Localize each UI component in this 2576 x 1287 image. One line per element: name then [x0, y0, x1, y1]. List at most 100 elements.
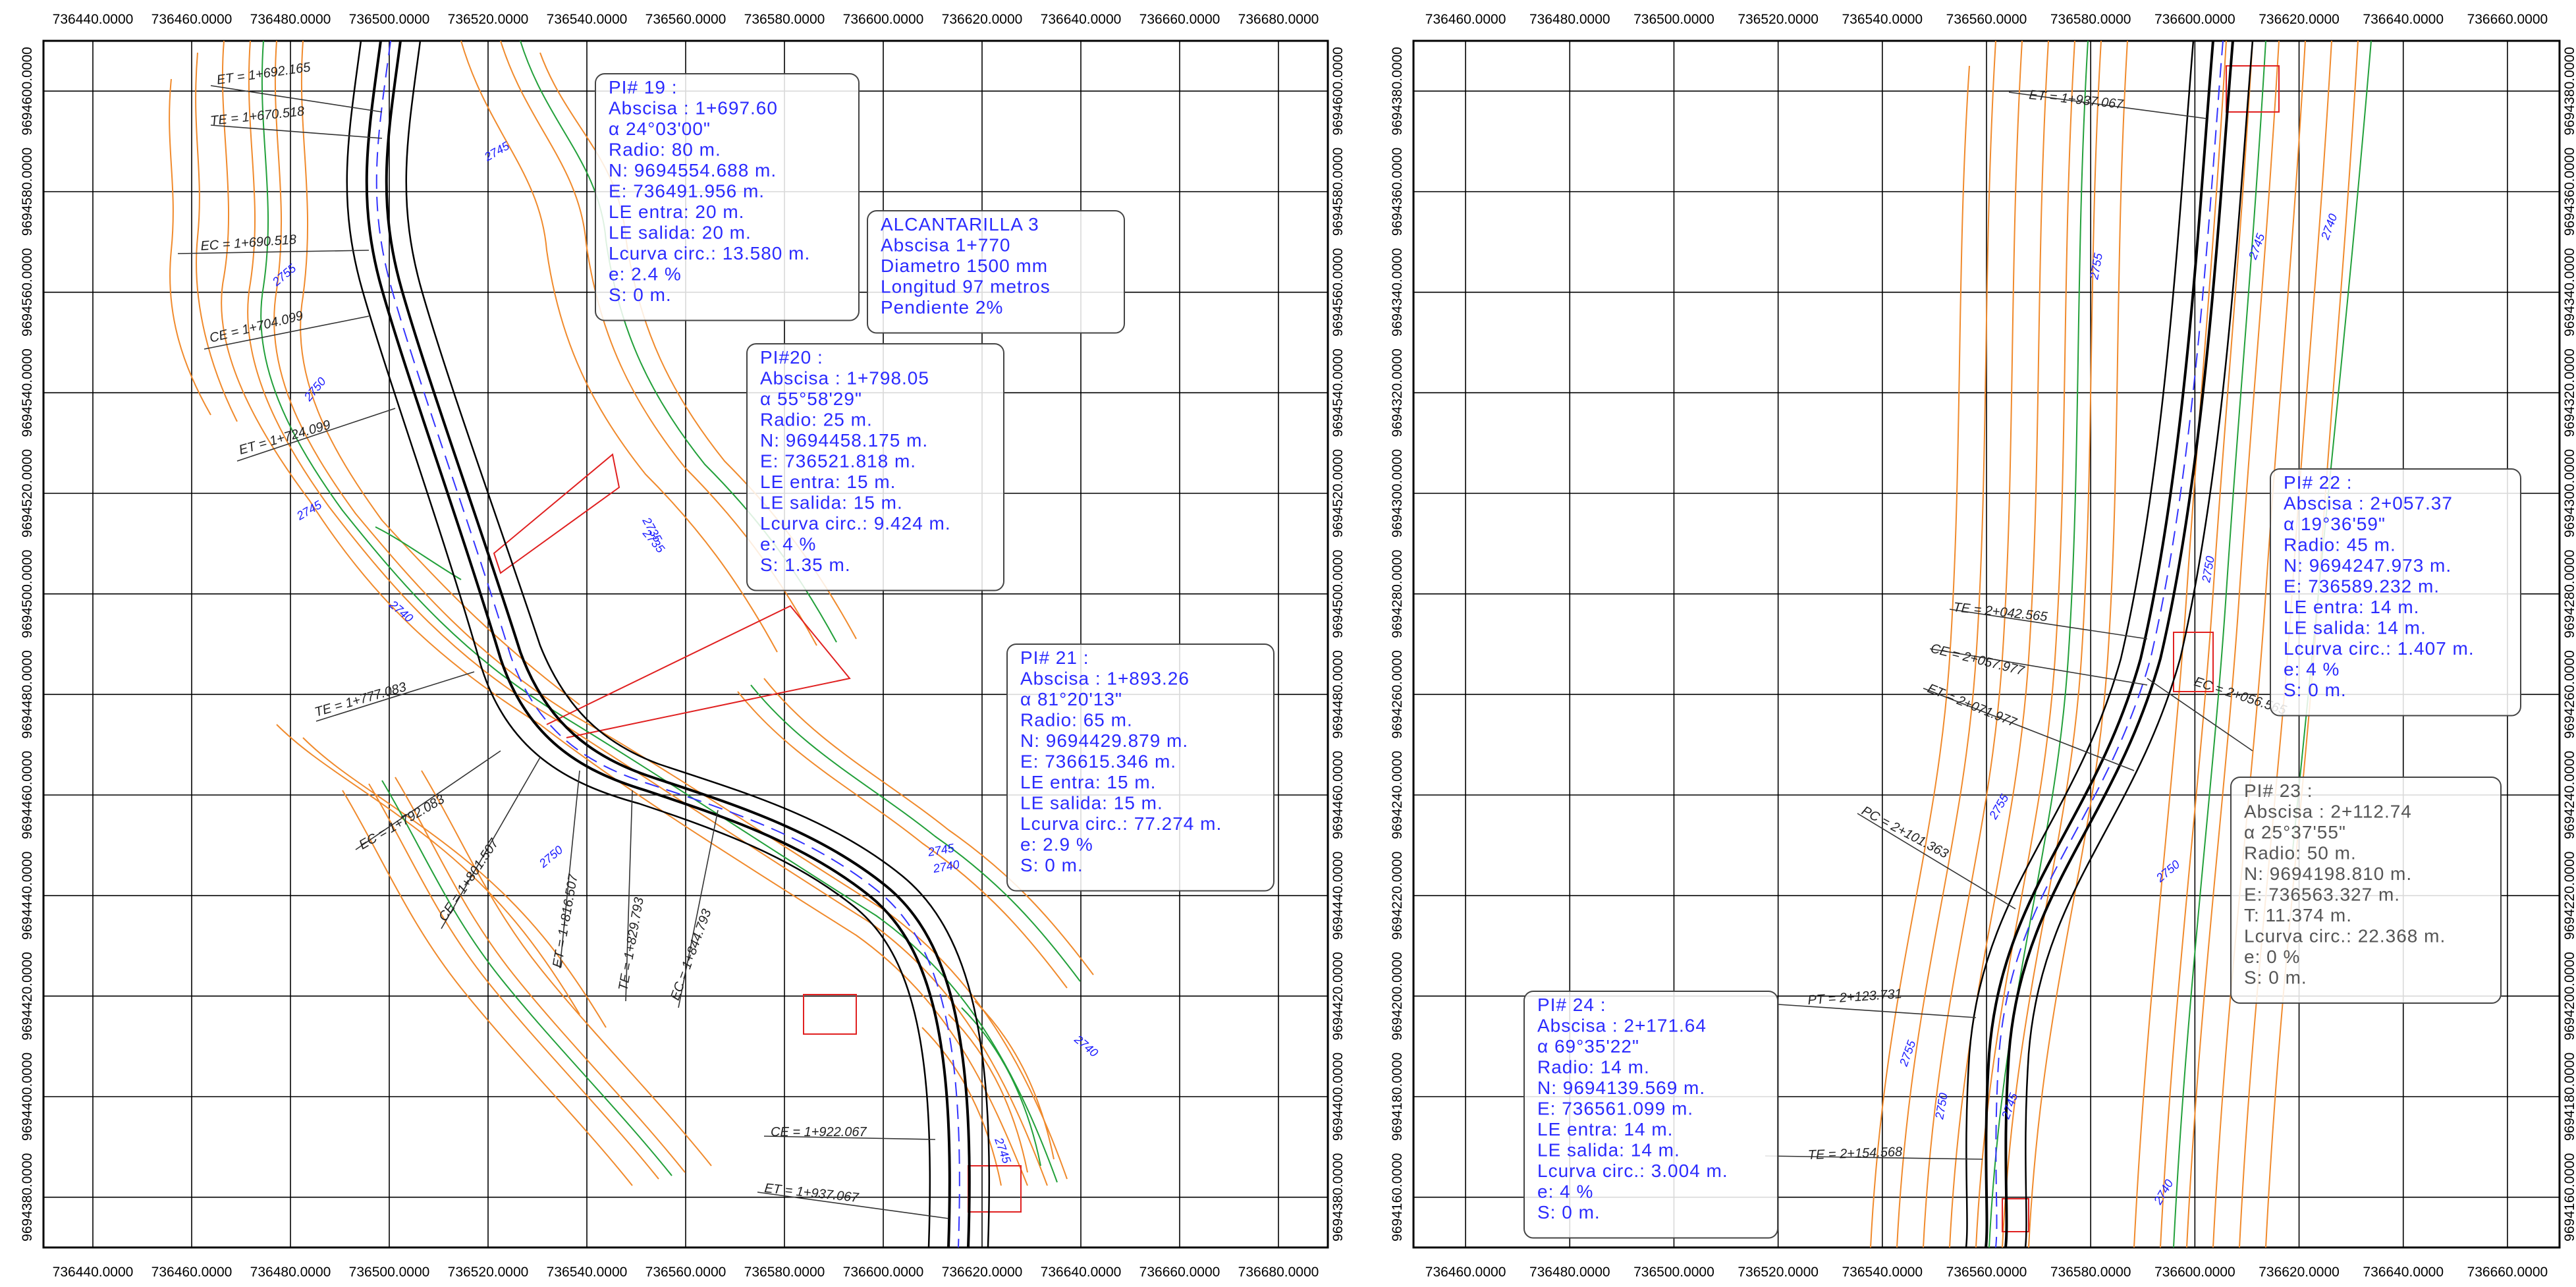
info-panel: PI# 19 :Abscisa : 1+697.60α 24°03'00"Rad… — [595, 73, 860, 321]
info-panel-line: PI# 19 : — [609, 77, 678, 97]
info-panel-line: N: 9694554.688 m. — [609, 160, 777, 180]
info-panel-line: Diametro 1500 mm — [881, 256, 1048, 276]
y-coordinate-label-left: 9694560.0000 — [20, 248, 35, 337]
info-panel: PI# 23 :Abscisa : 2+112.74α 25°37'55"Rad… — [2230, 777, 2502, 1004]
x-coordinate-label-bottom: 736640.0000 — [2363, 1265, 2444, 1280]
info-panel-line: α 19°36'59" — [2284, 514, 2386, 534]
y-coordinate-label-left: 9694500.0000 — [20, 550, 35, 638]
y-coordinate-label-left: 9694180.0000 — [1390, 1053, 1405, 1141]
info-panel-box — [595, 73, 860, 321]
info-panel-line: LE salida: 15 m. — [760, 493, 903, 513]
y-coordinate-label-left: 9694400.0000 — [20, 1053, 35, 1141]
y-coordinate-label-right: 9694520.0000 — [1330, 449, 1346, 537]
info-panel-line: LE entra: 14 m. — [1537, 1119, 1673, 1139]
y-coordinate-label-right: 9694280.0000 — [2562, 550, 2576, 638]
y-coordinate-label-right: 9694500.0000 — [1330, 550, 1346, 638]
x-coordinate-label-top: 736520.0000 — [448, 12, 529, 27]
info-panel-line: Radio: 80 m. — [609, 140, 721, 160]
y-coordinate-label-right: 9694560.0000 — [1330, 248, 1346, 337]
x-coordinate-label-bottom: 736460.0000 — [151, 1265, 233, 1280]
sheet-1-frame — [42, 40, 1329, 1249]
info-panel-line: Abscisa : 2+057.37 — [2284, 493, 2453, 514]
info-panel-line: T: 11.374 m. — [2244, 905, 2352, 925]
info-panel-box — [867, 210, 1125, 334]
x-coordinate-label-top: 736620.0000 — [942, 12, 1023, 27]
x-coordinate-label-top: 736480.0000 — [250, 12, 331, 27]
info-panel-line: Abscisa : 1+697.60 — [609, 98, 778, 119]
info-panel-line: E: 736521.818 m. — [760, 451, 916, 472]
info-panel-line: PI# 23 : — [2244, 780, 2313, 801]
x-coordinate-label-bottom: 736480.0000 — [250, 1265, 331, 1280]
y-coordinate-label-left: 9694240.0000 — [1390, 751, 1405, 839]
info-panel-line: E: 736561.099 m. — [1537, 1099, 1693, 1119]
info-panel-line: S: 0 m. — [1020, 855, 1083, 875]
coordinate-labels: 736440.0000 736440.0000 736460.0000 736460.… — [20, 12, 2576, 1280]
info-panel-line: N: 9694429.879 m. — [1020, 730, 1188, 751]
y-coordinate-label-right: 9694180.0000 — [2562, 1053, 2576, 1141]
y-coordinate-label-right: 9694480.0000 — [1330, 650, 1346, 738]
info-panel-line: S: 0 m. — [2284, 680, 2347, 700]
station-label: CE = 1+922.067 — [771, 1125, 867, 1139]
info-panel-line: LE entra: 15 m. — [760, 472, 896, 492]
x-coordinate-label-bottom: 736560.0000 — [1946, 1265, 2027, 1280]
sheet-2 — [1412, 40, 2561, 1249]
info-panel-line: LE salida: 15 m. — [1020, 793, 1163, 813]
x-coordinate-label-top: 736620.0000 — [2259, 12, 2340, 27]
y-coordinate-label-left: 9694580.0000 — [20, 148, 35, 236]
info-panel-line: ALCANTARILLA 3 — [881, 214, 1039, 234]
x-coordinate-label-bottom: 736640.0000 — [1041, 1265, 1122, 1280]
y-coordinate-label-left: 9694460.0000 — [20, 751, 35, 839]
x-coordinate-label-bottom: 736680.0000 — [1238, 1265, 1319, 1280]
info-panel-line: α 55°58'29" — [760, 389, 862, 409]
x-coordinate-label-bottom: 736440.0000 — [53, 1265, 134, 1280]
info-panel-line: Radio: 50 m. — [2244, 843, 2357, 863]
info-panel-line: LE entra: 14 m. — [2284, 597, 2419, 617]
info-panel-line: E: 736615.346 m. — [1020, 752, 1176, 772]
info-panel-line: LE salida: 14 m. — [1537, 1140, 1680, 1161]
x-coordinate-label-top: 736480.0000 — [1529, 12, 1610, 27]
info-panel-line: Radio: 14 m. — [1537, 1057, 1650, 1078]
y-coordinate-label-right: 9694440.0000 — [1330, 852, 1346, 940]
info-panel-line: Lcurva circ.: 3.004 m. — [1537, 1161, 1728, 1181]
info-panel-line: LE salida: 20 m. — [609, 223, 752, 243]
info-panel-line: e: 2.9 % — [1020, 835, 1093, 855]
x-coordinate-label-top: 736680.0000 — [1238, 12, 1319, 27]
x-coordinate-label-top: 736460.0000 — [1425, 12, 1506, 27]
info-panel-line: e: 2.4 % — [609, 264, 682, 285]
y-coordinate-label-left: 9694280.0000 — [1390, 550, 1405, 638]
x-coordinate-label-bottom: 736540.0000 — [1842, 1265, 1923, 1280]
y-coordinate-label-right: 9694160.0000 — [2562, 1153, 2576, 1242]
x-coordinate-label-bottom: 736500.0000 — [349, 1265, 430, 1280]
info-panel: PI# 21 :Abscisa : 1+893.26α 81°20'13"Rad… — [1006, 644, 1274, 892]
y-coordinate-label-right: 9694240.0000 — [2562, 751, 2576, 839]
y-coordinate-label-right: 9694300.0000 — [2562, 449, 2576, 537]
info-panel-line: Lcurva circ.: 13.580 m. — [609, 243, 810, 263]
x-coordinate-label-bottom: 736580.0000 — [2050, 1265, 2131, 1280]
x-coordinate-label-top: 736540.0000 — [1842, 12, 1923, 27]
sheet-1-contours-orange — [169, 40, 1094, 1186]
x-coordinate-label-top: 736580.0000 — [2050, 12, 2131, 27]
y-coordinate-label-left: 9694380.0000 — [1390, 47, 1405, 135]
y-coordinate-label-right: 9694400.0000 — [1330, 1053, 1346, 1141]
x-coordinate-label-top: 736600.0000 — [843, 12, 924, 27]
info-panel-line: E: 736491.956 m. — [609, 181, 765, 202]
x-coordinate-label-bottom: 736560.0000 — [645, 1265, 726, 1280]
x-coordinate-label-top: 736640.0000 — [1041, 12, 1122, 27]
x-coordinate-label-top: 736500.0000 — [349, 12, 430, 27]
y-coordinate-label-right: 9694220.0000 — [2562, 852, 2576, 940]
x-coordinate-label-top: 736500.0000 — [1633, 12, 1714, 27]
x-coordinate-label-top: 736540.0000 — [547, 12, 628, 27]
info-panel-line: Pendiente 2% — [881, 297, 1003, 317]
info-panel-line: α 81°20'13" — [1020, 689, 1122, 709]
y-coordinate-label-right: 9694600.0000 — [1330, 47, 1346, 135]
y-coordinate-label-left: 9694340.0000 — [1390, 248, 1405, 337]
x-coordinate-label-bottom: 736600.0000 — [843, 1265, 924, 1280]
info-panel-line: N: 9694139.569 m. — [1537, 1078, 1705, 1098]
y-coordinate-label-right: 9694200.0000 — [2562, 952, 2576, 1040]
info-panel-line: α 24°03'00" — [609, 119, 711, 139]
y-coordinate-label-left: 9694220.0000 — [1390, 852, 1405, 940]
sheet-2-road — [1965, 40, 2254, 1248]
info-panel-line: Lcurva circ.: 77.274 m. — [1020, 813, 1222, 834]
